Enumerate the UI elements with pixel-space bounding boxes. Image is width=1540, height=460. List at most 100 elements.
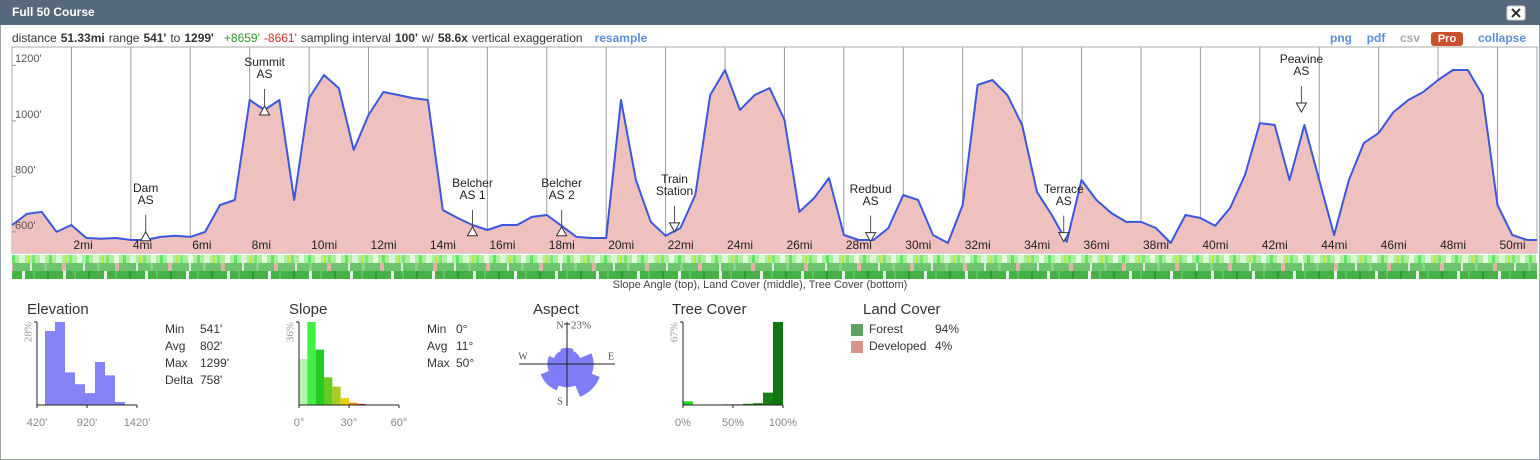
- waypoint-label: AS: [257, 67, 273, 81]
- summary-text: -8661': [264, 31, 297, 45]
- summary-text: 51.33mi: [61, 31, 105, 45]
- x-tick-label: 0°: [294, 417, 305, 429]
- x-tick-label: 46mi: [1381, 238, 1407, 252]
- elevation-line: [11, 69, 1537, 244]
- summary-text: 1299': [184, 31, 214, 45]
- x-tick-label: 50mi: [1499, 238, 1525, 252]
- x-tick-label: 26mi: [786, 238, 812, 252]
- y-tick-label: 800': [15, 164, 35, 176]
- y-tick-label: 36%: [285, 322, 297, 342]
- toolbar-link[interactable]: pdf: [1367, 31, 1387, 45]
- y-tick-label: 28%: [23, 322, 35, 342]
- histogram-bar: [315, 349, 324, 405]
- close-button[interactable]: [1506, 5, 1526, 21]
- stat-value: 758': [200, 373, 222, 387]
- waypoint-marker: [1057, 232, 1070, 243]
- histogram-bar: [45, 330, 55, 405]
- panel-title: Tree Cover: [672, 301, 746, 318]
- waypoint-label: Dam: [133, 181, 158, 195]
- x-tick-label: 24mi: [727, 238, 753, 252]
- x-tick-label: 30mi: [905, 238, 931, 252]
- summary-text: vertical exaggeration: [472, 31, 583, 45]
- histogram-bar: [743, 403, 753, 405]
- panel-title: Elevation: [27, 301, 89, 318]
- x-tick-label: 18mi: [549, 238, 575, 252]
- summary-text: sampling interval: [301, 31, 391, 45]
- histogram-bar: [307, 322, 316, 405]
- stat-value: 50°: [456, 356, 474, 370]
- waypoint-label: Summit: [244, 55, 285, 69]
- x-tick-label: 16mi: [489, 238, 515, 252]
- histogram-bar: [683, 401, 693, 405]
- waypoint-marker: [466, 225, 479, 237]
- waypoint-marker: [864, 232, 877, 243]
- aspect-rtick-label: 23%: [571, 320, 591, 332]
- legend-name: Developed: [869, 339, 926, 353]
- x-tick-label: 38mi: [1143, 238, 1169, 252]
- toolbar-link[interactable]: collapse: [1478, 31, 1526, 45]
- stat-label: Min: [165, 322, 184, 336]
- toolbar-disabled: csv: [1400, 31, 1420, 45]
- x-tick-label: 60°: [391, 417, 408, 429]
- stat-label: Avg: [427, 339, 447, 353]
- summary-text: w/: [421, 31, 435, 45]
- summary-text: 541': [143, 31, 166, 45]
- x-tick-label: 420': [27, 417, 47, 429]
- legend-swatch: [851, 324, 863, 336]
- x-tick-label: 28mi: [846, 238, 872, 252]
- x-tick-label: 30°: [341, 417, 358, 429]
- summary-text: distance: [12, 31, 57, 45]
- waypoint-label: AS: [1056, 194, 1072, 208]
- waypoint-marker: [258, 104, 271, 116]
- strips-caption: Slope Angle (top), Land Cover (middle), …: [613, 279, 908, 291]
- slope-strip: [12, 255, 1537, 263]
- x-tick-label: 1420': [124, 417, 151, 429]
- waypoint-label: Station: [656, 184, 693, 198]
- x-tick-label: 32mi: [965, 238, 991, 252]
- x-tick-label: 920': [77, 417, 97, 429]
- compass-label: W: [518, 351, 528, 362]
- histogram-bar: [753, 403, 763, 405]
- waypoint-label: AS: [863, 194, 879, 208]
- waypoint-marker: [1295, 102, 1308, 113]
- x-tick-label: 20mi: [608, 238, 634, 252]
- badge-bg: [1431, 32, 1463, 46]
- legend-swatch: [851, 341, 863, 353]
- stat-value: 541': [200, 322, 222, 336]
- histogram-bar: [332, 386, 341, 405]
- resample-link[interactable]: resample: [595, 31, 648, 45]
- summary-text: 100': [395, 31, 418, 45]
- badge-text: Pro: [1438, 33, 1457, 45]
- compass-label: N: [556, 320, 563, 331]
- x-tick-label: 12mi: [371, 238, 397, 252]
- pro-badge[interactable]: Pro: [1431, 32, 1463, 46]
- histogram-bar: [763, 392, 773, 405]
- stat-value: 11°: [456, 339, 473, 353]
- x-tick-label: 40mi: [1202, 238, 1228, 252]
- x-tick-label: 10mi: [311, 238, 337, 252]
- x-tick-label: 44mi: [1321, 238, 1347, 252]
- histogram-bar: [115, 402, 125, 405]
- histogram-bar: [105, 375, 115, 405]
- stat-value: 0°: [456, 322, 468, 336]
- histogram-bar: [349, 402, 358, 405]
- stat-label: Max: [427, 356, 450, 370]
- x-tick-label: 2mi: [73, 238, 92, 252]
- y-tick-label: 67%: [669, 322, 681, 342]
- waypoint-label: Terrace: [1044, 182, 1084, 196]
- x-tick-label: 14mi: [430, 238, 456, 252]
- waypoint-label: Belcher: [541, 176, 582, 190]
- panel-title: Slope: [289, 301, 327, 318]
- x-tick-label: 4mi: [133, 238, 152, 252]
- x-tick-label: 100%: [769, 417, 797, 429]
- compass-label: S: [557, 396, 563, 407]
- stat-label: Max: [165, 356, 188, 370]
- waypoint-marker: [668, 222, 681, 233]
- panel-title: Land Cover: [863, 301, 941, 318]
- tree-cover-strip: [12, 271, 1537, 279]
- waypoint-label: Peavine: [1280, 52, 1324, 66]
- toolbar-link[interactable]: png: [1330, 31, 1352, 45]
- histogram-bar: [85, 393, 95, 405]
